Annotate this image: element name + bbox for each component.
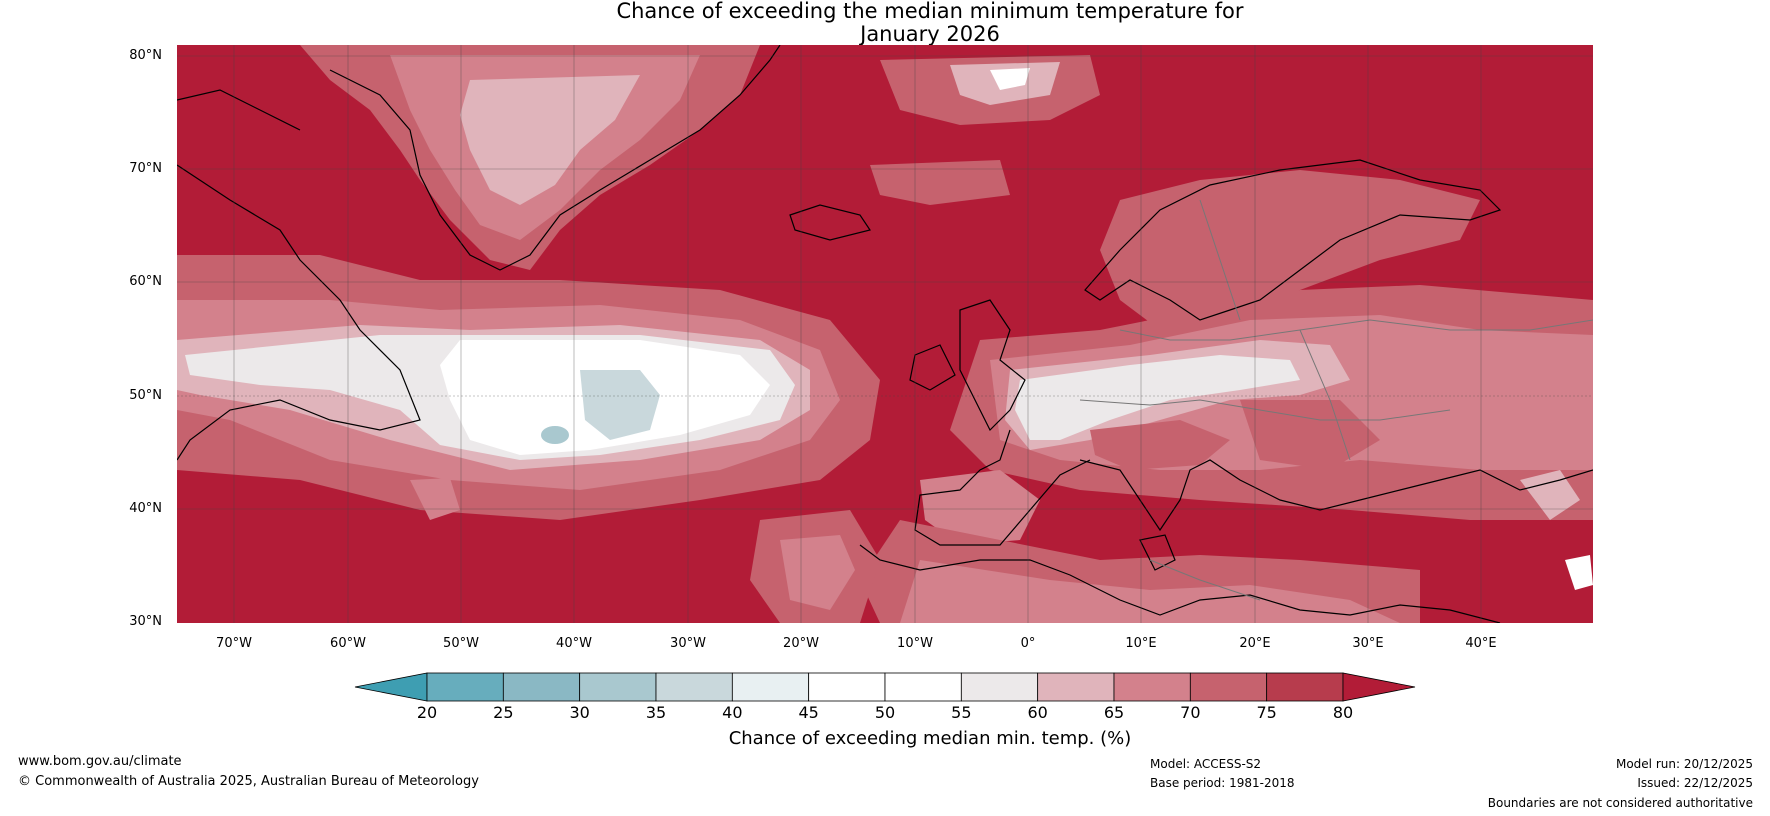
lon-label-40e: 40°E — [1465, 636, 1497, 651]
model-run-text: Model run: 20/12/2025 — [1615, 757, 1753, 771]
colorbar — [354, 672, 1416, 702]
colorbar-segment — [502, 672, 581, 702]
colorbar-segment — [884, 672, 962, 702]
lat-label-60n: 60°N — [129, 274, 162, 289]
atlantic-band-cool — [580, 370, 660, 440]
lat-label-30n: 30°N — [129, 614, 162, 629]
lat-label-80n: 80°N — [129, 48, 162, 63]
model-text: Model: ACCESS-S2 — [1150, 757, 1262, 771]
colorbar-tick-label: 80 — [1332, 703, 1354, 722]
colorbar-segment — [731, 672, 810, 702]
colorbar-segment — [1189, 672, 1268, 702]
colorbar-tick-label: 50 — [874, 703, 896, 722]
lon-label-50w: 50°W — [443, 636, 479, 651]
colorbar-segment — [579, 672, 657, 702]
colorbar-segment — [655, 672, 733, 702]
lon-label-20e: 20°E — [1239, 636, 1271, 651]
lon-label-10w: 10°W — [897, 636, 933, 651]
colorbar-segment — [426, 672, 504, 702]
lat-label-50n: 50°N — [129, 388, 162, 403]
lon-label-30e: 30°E — [1352, 636, 1384, 651]
lon-label-20w: 20°W — [783, 636, 819, 651]
greenland-lighter — [460, 75, 640, 205]
chart-title: Chance of exceeding the median minimum t… — [560, 0, 1300, 46]
colorbar-tick-label: 70 — [1180, 703, 1201, 722]
lon-label-30w: 30°W — [670, 636, 706, 651]
colorbar-tick-label: 25 — [493, 703, 514, 722]
alps-patch — [1090, 420, 1230, 470]
title-line-1: Chance of exceeding the median minimum t… — [616, 0, 1244, 23]
graticule — [177, 45, 1593, 623]
title-line-2: January 2026 — [860, 22, 1000, 46]
europe-neutral — [1015, 355, 1300, 440]
colorbar-tick-label: 35 — [645, 703, 667, 722]
copyright-text: © Commonwealth of Australia 2025, Austra… — [18, 774, 479, 789]
lon-label-70w: 70°W — [216, 636, 252, 651]
colorbar-segment — [1113, 672, 1191, 702]
arctic-patch-white — [990, 68, 1030, 90]
lat-label-70n: 70°N — [129, 161, 162, 176]
colorbar-under-triangle — [354, 672, 428, 702]
coastlines — [177, 45, 1593, 623]
balkans-patch — [1240, 400, 1380, 470]
lon-label-10e: 10°E — [1125, 636, 1157, 651]
colorbar-segment — [1037, 672, 1115, 702]
africa-lighter — [900, 560, 1400, 623]
canary-light — [780, 535, 855, 610]
colorbar-tick-label: 65 — [1103, 703, 1125, 722]
black-sea-spot — [1520, 470, 1580, 520]
lon-label-40w: 40°W — [556, 636, 592, 651]
colorbar-segment — [960, 672, 1039, 702]
lon-label-60w: 60°W — [330, 636, 366, 651]
colorbar-segment — [1266, 672, 1344, 702]
borders — [1079, 199, 1593, 601]
colorbar-tick-label: 60 — [1027, 703, 1048, 722]
colorbar-tick-label: 55 — [951, 703, 972, 722]
website-text: www.bom.gov.au/climate — [18, 754, 182, 769]
colorbar-tick-label: 40 — [722, 703, 743, 722]
colorbar-tick-label: 20 — [416, 703, 438, 722]
base-period-text: Base period: 1981-2018 — [1150, 776, 1295, 790]
colorbar-tick-label: 30 — [569, 703, 590, 722]
colorbar-segment — [808, 672, 886, 702]
levant-spot — [1565, 555, 1593, 590]
lon-label-0: 0° — [1020, 636, 1036, 651]
colorbar-tick-label: 45 — [798, 703, 819, 722]
colorbar-tick-label: 75 — [1256, 703, 1277, 722]
scandinavia-mid — [1100, 170, 1480, 330]
atlantic-cool-spot — [541, 426, 569, 444]
azores-spot — [410, 478, 460, 520]
lat-label-40n: 40°N — [129, 501, 162, 516]
iberia-light — [920, 470, 1040, 545]
colorbar-title: Chance of exceeding median min. temp. (%… — [728, 728, 1132, 749]
disclaimer-text: Boundaries are not considered authoritat… — [1487, 796, 1753, 810]
issued-text: Issued: 22/12/2025 — [1637, 776, 1753, 790]
map-area — [177, 45, 1593, 623]
colorbar-over-triangle — [1342, 672, 1416, 702]
norwegian-sea-patch — [870, 160, 1010, 205]
